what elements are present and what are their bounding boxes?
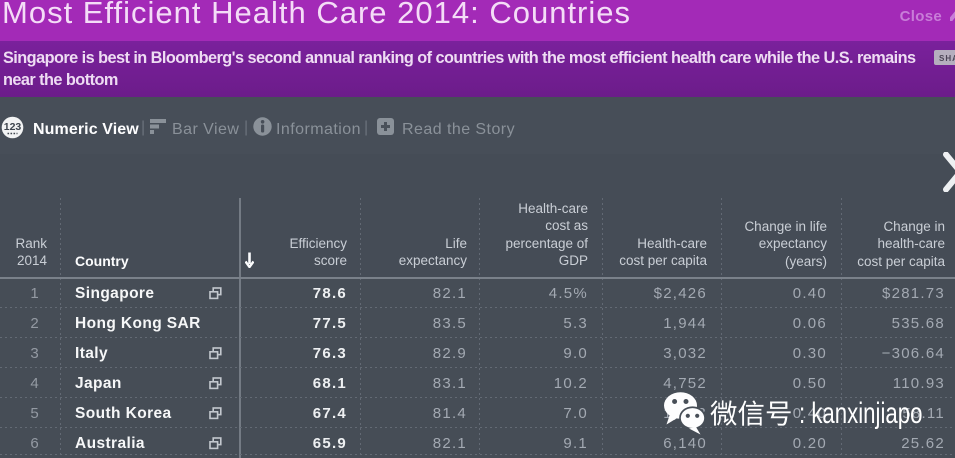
svg-text:123: 123 [4, 121, 22, 133]
